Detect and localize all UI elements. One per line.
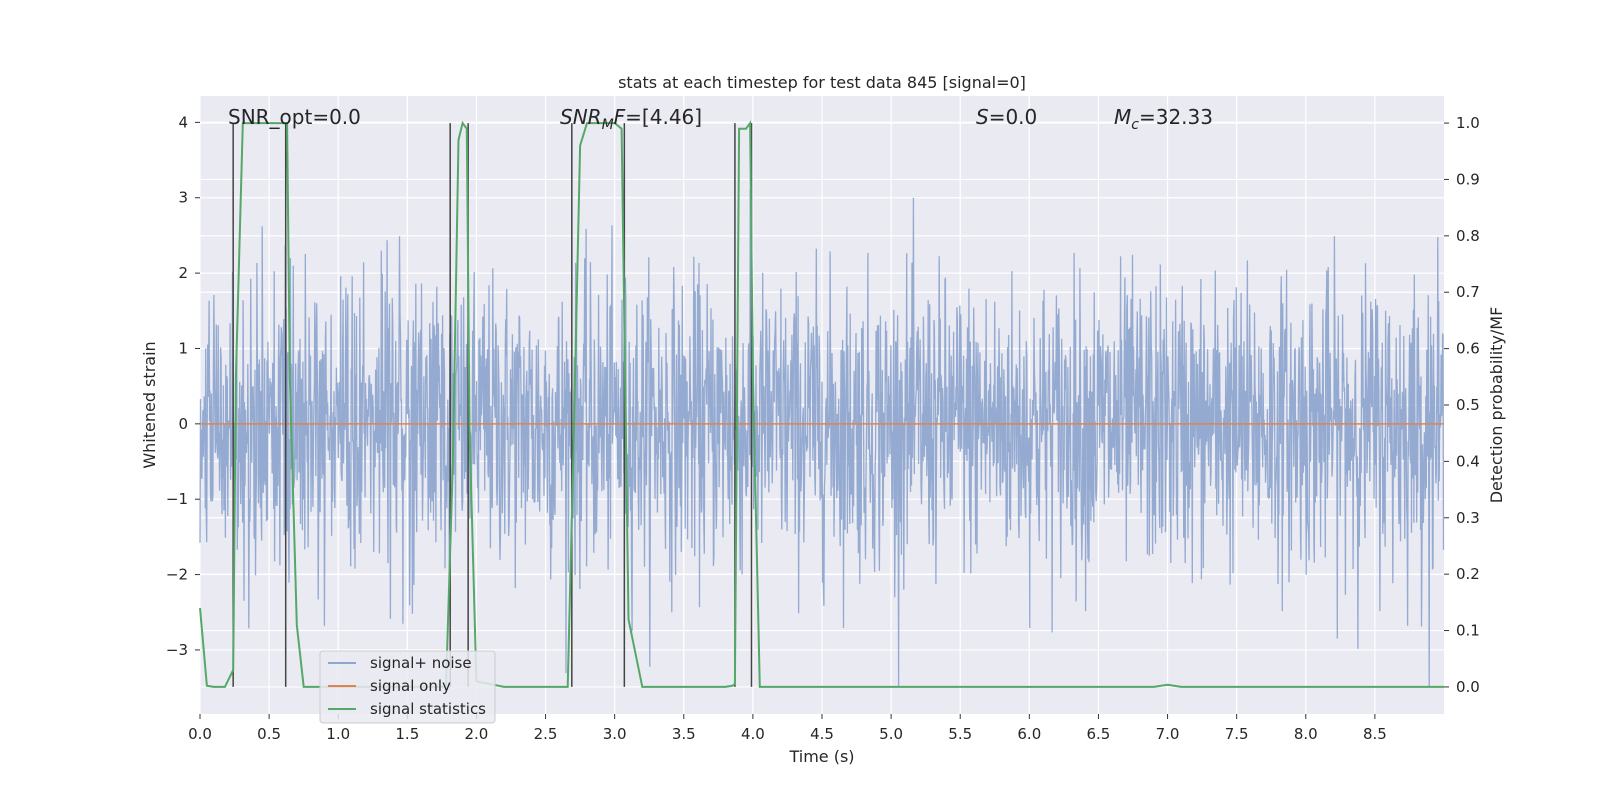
snr-opt-annotation: SNR_opt=0.0 (228, 105, 361, 129)
x-tick-label: 7.0 (1156, 725, 1180, 743)
mc-symbol: M (1114, 105, 1131, 129)
legend: signal+ noise signal only signal statist… (319, 650, 496, 724)
x-tick-label: 3.0 (603, 725, 627, 743)
x-tick-label: 6.0 (1017, 725, 1041, 743)
snr-mf-annotation: SNRMF=[4.46] (560, 105, 702, 133)
mc-annotation: Mc=32.33 (1114, 105, 1213, 133)
y-left-tick-label: −1 (166, 490, 188, 508)
x-tick-label: 2.0 (465, 725, 489, 743)
noise-line (199, 189, 1445, 688)
x-tick-label: 5.0 (879, 725, 903, 743)
y-right-tick-label: 1.0 (1456, 114, 1480, 132)
x-tick-label: 4.0 (741, 725, 765, 743)
x-axis-label: Time (s) (788, 747, 854, 766)
x-tick-label: 0.5 (257, 725, 281, 743)
y-right-tick-label: 0.2 (1456, 565, 1480, 583)
y-axis-label-right: Detection probability/MF (1487, 307, 1506, 504)
snr-mf-value: =[4.46] (625, 105, 702, 129)
snr-mf-symbol: SNR (560, 105, 602, 129)
legend-box (319, 650, 496, 724)
y-right-tick-label: 0.3 (1456, 509, 1480, 527)
y-right-tick-label: 0.7 (1456, 283, 1480, 301)
x-tick-label: 7.5 (1225, 725, 1249, 743)
y-left-tick-label: −3 (166, 641, 188, 659)
y-right-tick-label: 0.9 (1456, 170, 1480, 188)
x-tick-label: 1.5 (395, 725, 419, 743)
y-right-tick-label: 0.8 (1456, 227, 1480, 245)
legend-label-noise: signal+ noise (370, 654, 472, 672)
x-tick-label: 5.5 (948, 725, 972, 743)
signal-statistics-series (199, 120, 1444, 688)
y-right-tick-label: 0.0 (1456, 678, 1480, 696)
x-tick-label: 3.5 (672, 725, 696, 743)
s-symbol: S (976, 105, 989, 129)
snr-mf-suffix: F (614, 105, 626, 129)
x-tick-label: 8.5 (1363, 725, 1387, 743)
chart-title: stats at each timestep for test data 845… (618, 73, 1026, 92)
x-tick-label: 4.5 (810, 725, 834, 743)
y-left-tick-label: 3 (178, 189, 188, 207)
y-right-tick-label: 0.6 (1456, 340, 1480, 358)
y-left-tick-label: 0 (178, 415, 188, 433)
noise-series (199, 189, 1445, 688)
y-left-tick-label: 4 (178, 113, 188, 131)
mc-subscript: c (1131, 117, 1139, 133)
y-axis-label-left: Whitened strain (140, 341, 159, 468)
s-value: =0.0 (989, 105, 1038, 129)
x-tick-label: 2.5 (534, 725, 558, 743)
signal-statistics-line (199, 120, 1444, 688)
y-left-tick-label: 2 (178, 264, 188, 282)
y-left-tick-label: 1 (178, 339, 188, 357)
y-right-tick-label: 0.5 (1456, 396, 1480, 414)
x-tick-label: 0.0 (188, 725, 212, 743)
snr-mf-subscript: M (602, 117, 614, 133)
x-tick-label: 8.0 (1294, 725, 1318, 743)
x-tick-label: 6.5 (1087, 725, 1111, 743)
s-annotation: S=0.0 (976, 105, 1037, 129)
y-left-tick-label: −2 (166, 566, 188, 584)
x-tick-label: 1.0 (326, 725, 350, 743)
legend-label-statistics: signal statistics (370, 700, 486, 718)
tick-labels: 0.0 0.5 1.0 1.5 2.0 2.5 3.0 3.5 4.0 4.5 5.0 5.5 6.0 6… (166, 113, 1480, 743)
y-right-tick-label: 0.4 (1456, 452, 1480, 470)
legend-label-signal: signal only (370, 677, 451, 695)
y-right-tick-label: 0.1 (1456, 622, 1480, 640)
mc-value: =32.33 (1139, 105, 1213, 129)
